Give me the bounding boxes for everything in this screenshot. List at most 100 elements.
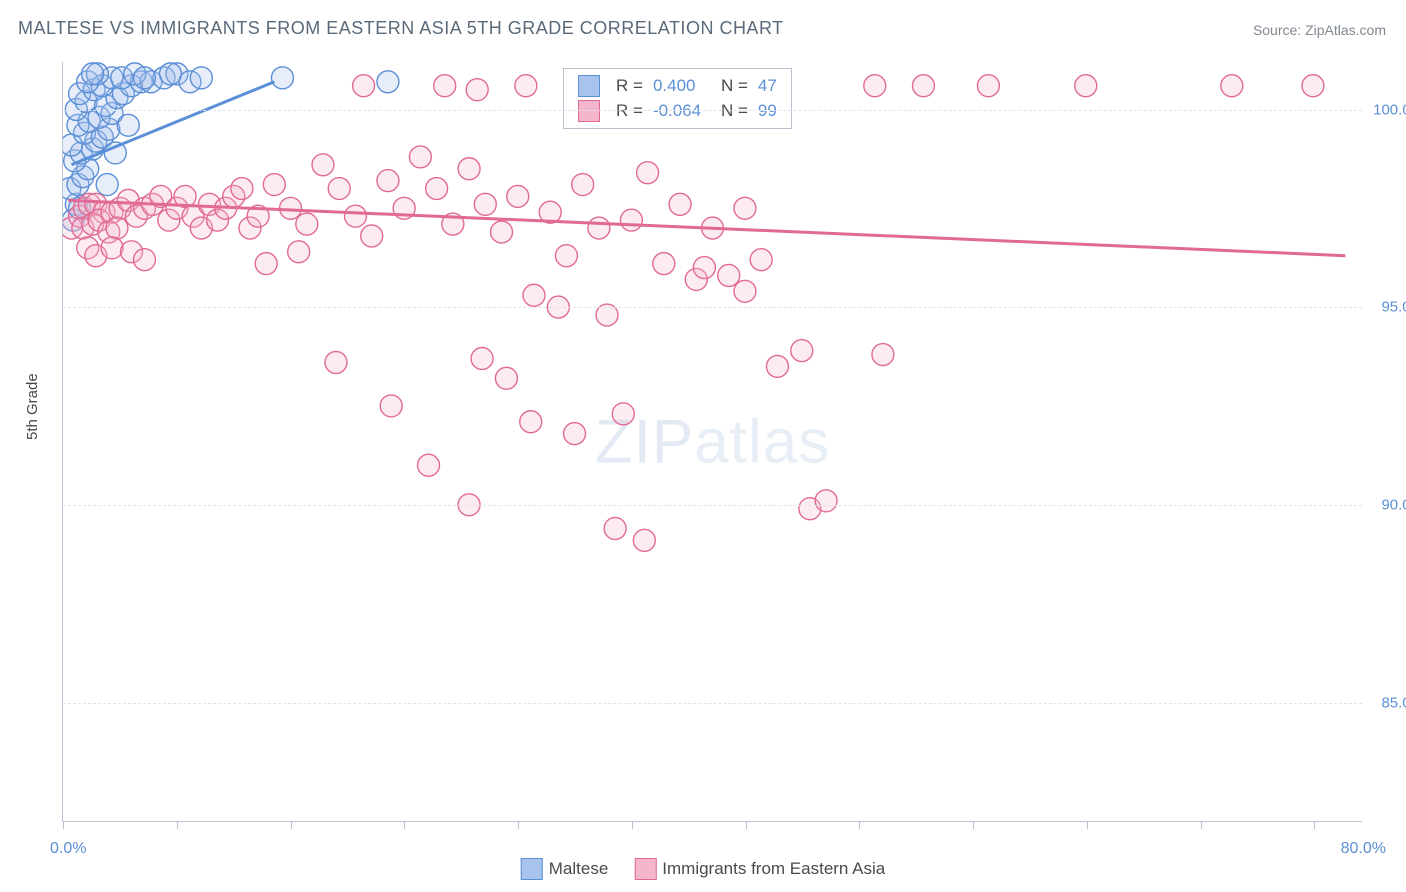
- y-tick-label: 95.0%: [1368, 299, 1406, 316]
- r-label: R =: [616, 101, 643, 121]
- data-point: [766, 355, 788, 377]
- data-point: [693, 257, 715, 279]
- data-point: [85, 130, 107, 152]
- data-point: [85, 193, 107, 215]
- data-point: [231, 178, 253, 200]
- data-point: [78, 110, 100, 132]
- data-point: [117, 114, 139, 136]
- data-point: [117, 189, 139, 211]
- data-point: [507, 185, 529, 207]
- trend-line: [68, 200, 1345, 255]
- data-point: [83, 79, 105, 101]
- data-point: [174, 185, 196, 207]
- data-point: [474, 193, 496, 215]
- data-point: [190, 67, 212, 89]
- x-tick: [404, 821, 405, 829]
- data-point: [912, 75, 934, 97]
- data-point: [63, 134, 82, 156]
- data-point: [64, 150, 86, 172]
- data-point: [977, 75, 999, 97]
- data-point: [353, 75, 375, 97]
- data-point: [72, 166, 94, 188]
- data-point: [78, 193, 100, 215]
- data-point: [182, 205, 204, 227]
- data-point: [63, 178, 81, 200]
- data-point: [791, 340, 813, 362]
- x-tick: [746, 821, 747, 829]
- data-point: [255, 253, 277, 275]
- data-point: [442, 213, 464, 235]
- data-point: [77, 158, 99, 180]
- y-tick-label: 100.0%: [1368, 101, 1406, 118]
- legend-swatch: [521, 858, 543, 880]
- data-point: [718, 264, 740, 286]
- data-point: [572, 174, 594, 196]
- data-point: [633, 529, 655, 551]
- data-point: [124, 63, 146, 85]
- data-point: [393, 197, 415, 219]
- data-point: [612, 403, 634, 425]
- data-point: [380, 395, 402, 417]
- data-point: [106, 87, 128, 109]
- data-point: [377, 71, 399, 93]
- data-point: [142, 193, 164, 215]
- data-point: [69, 197, 91, 219]
- data-point: [207, 209, 229, 231]
- data-point: [564, 423, 586, 445]
- data-point: [491, 221, 513, 243]
- data-point: [95, 94, 117, 116]
- data-point: [288, 241, 310, 263]
- x-tick: [1201, 821, 1202, 829]
- data-point: [426, 178, 448, 200]
- gridline: [63, 505, 1362, 506]
- x-tick: [63, 821, 64, 829]
- data-point: [82, 213, 104, 235]
- data-point: [134, 197, 156, 219]
- source-attribution: Source: ZipAtlas.com: [1253, 22, 1386, 38]
- legend-swatch: [578, 100, 600, 122]
- data-point: [702, 217, 724, 239]
- x-tick: [177, 821, 178, 829]
- data-point: [872, 344, 894, 366]
- data-point: [166, 63, 188, 85]
- watermark: ZIPatlas: [595, 406, 830, 477]
- data-point: [158, 209, 180, 231]
- data-point: [134, 67, 156, 89]
- data-point: [73, 197, 95, 219]
- data-point: [271, 67, 293, 89]
- data-point: [166, 197, 188, 219]
- data-point: [344, 205, 366, 227]
- data-point: [104, 142, 126, 164]
- data-point: [734, 280, 756, 302]
- data-point: [111, 67, 133, 89]
- data-point: [106, 217, 128, 239]
- data-point: [101, 67, 123, 89]
- scatter-svg: [63, 62, 1362, 821]
- data-point: [280, 197, 302, 219]
- data-point: [101, 102, 123, 124]
- data-point: [312, 154, 334, 176]
- x-tick: [291, 821, 292, 829]
- data-point: [140, 71, 162, 93]
- data-point: [239, 217, 261, 239]
- gridline: [63, 110, 1362, 111]
- data-point: [1302, 75, 1324, 97]
- data-point: [159, 63, 181, 85]
- data-point: [325, 351, 347, 373]
- data-point: [86, 63, 108, 85]
- data-point: [815, 490, 837, 512]
- data-point: [409, 146, 431, 168]
- r-value: 0.400: [653, 76, 711, 96]
- legend-label: Maltese: [549, 859, 609, 879]
- n-label: N =: [721, 76, 748, 96]
- y-axis-title: 5th Grade: [24, 373, 41, 440]
- data-point: [63, 217, 82, 239]
- x-tick: [1314, 821, 1315, 829]
- data-point: [73, 122, 95, 144]
- data-point: [91, 75, 113, 97]
- x-tick: [1087, 821, 1088, 829]
- data-point: [96, 174, 118, 196]
- legend-label: Immigrants from Eastern Asia: [662, 859, 885, 879]
- r-label: R =: [616, 76, 643, 96]
- data-point: [539, 201, 561, 223]
